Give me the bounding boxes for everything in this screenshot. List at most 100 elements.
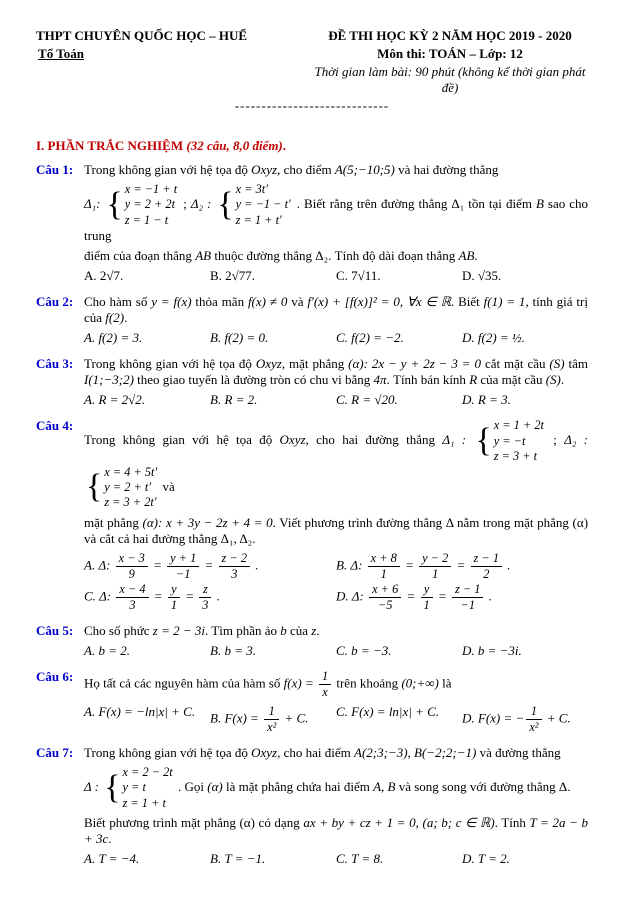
q4-s1a: x = 1 + 2t (494, 418, 544, 433)
q6d-lead: D. F(x) = − (462, 710, 524, 725)
q1-ab2: AB (459, 248, 475, 263)
q3-t1: Trong không gian với hệ tọa độ (84, 356, 256, 371)
q3-opt-d: D. R = 3. (462, 392, 588, 408)
q4B-n1: x + 8 (368, 551, 400, 566)
q4-s1b: y = −t (494, 434, 544, 449)
q3-t3: cắt mặt cầu (481, 356, 549, 371)
q3-s2: (S) (546, 372, 561, 387)
q1-sys2a: x = 3t′ (236, 182, 291, 197)
q4A-eq2: = (205, 557, 217, 572)
q6-intv: (0;+∞) (401, 675, 439, 690)
q3-t8: . (561, 372, 564, 387)
q6d-tail: + C. (544, 710, 571, 725)
q7-t7: Biết phương trình mặt phẳng (α) có dạng (84, 815, 303, 830)
q4A-d3: 3 (219, 566, 250, 582)
q4B-lead: B. Δ: (336, 557, 362, 572)
q1-d2-name: Δ₂ : (191, 196, 212, 211)
q7-t8: . Tính (495, 815, 530, 830)
q2-t2: thỏa mãn (192, 294, 248, 309)
q5-opt-a: A. b = 2. (84, 643, 210, 659)
q7-alpha: (α) (207, 779, 222, 794)
section-title-prefix: I. PHẦN TRẮC NGHIỆM (36, 138, 186, 153)
q4D-lead: D. Δ: (336, 588, 364, 603)
q4-t3: và (162, 479, 174, 494)
q1-b: B (536, 196, 544, 211)
q5-t3: của (287, 623, 312, 638)
q6d-num: 1 (526, 704, 541, 719)
q4C-lead: C. Δ: (84, 588, 111, 603)
dept-wrap: Tổ Toán (36, 46, 312, 62)
q7-s1: x = 2 − 2t (122, 765, 172, 780)
q5-opt-d: D. b = −3i. (462, 643, 588, 659)
page-root: THPT CHUYÊN QUỐC HỌC – HUẾ ĐỀ THI HỌC KỲ… (0, 0, 624, 897)
q4-s1c: z = 3 + t (494, 449, 544, 464)
q4C-n2: y (168, 582, 180, 597)
question-6: Câu 6: Họ tất cả các nguyên hàm của hàm … (36, 669, 588, 735)
header-row-1: THPT CHUYÊN QUỐC HỌC – HUẾ ĐỀ THI HỌC KỲ… (36, 28, 588, 44)
q3-oxyz: Oxyz (256, 356, 282, 371)
q7-opt-c: C. T = 8. (336, 851, 462, 867)
q1-sys1c: z = 1 − t (125, 213, 177, 228)
q3-opt-b: B. R = 2. (210, 392, 336, 408)
q2-f2: f(2) (105, 310, 124, 325)
q5-z: z = 2 − 3i (153, 623, 205, 638)
q1-opt-a: A. 2√7. (84, 268, 210, 284)
q5-label: Câu 5: (36, 623, 84, 659)
q1-sys1a: x = −1 + t (125, 182, 177, 197)
question-7: Câu 7: Trong không gian với hệ tọa độ Ox… (36, 745, 588, 867)
q4-options: A. Δ: x − 39 = y + 1−1 = z − 23 . B. Δ: … (84, 551, 588, 613)
q6-label: Câu 6: (36, 669, 84, 735)
q6-t2: trên khoảng (333, 675, 401, 690)
section-1-title: I. PHẦN TRẮC NGHIỆM (32 câu, 8,0 điểm). (36, 138, 588, 154)
q1-t7: . (474, 248, 477, 263)
q4-opt-a: A. Δ: x − 39 = y + 1−1 = z − 23 . (84, 551, 336, 582)
q6-opt-a: A. F(x) = −ln|x| + C. (84, 704, 210, 735)
q4D-n1: x + 6 (369, 582, 401, 597)
q4C-eq1: = (154, 588, 166, 603)
q7-t6: và song song với đường thẳng Δ. (395, 779, 570, 794)
q4D-d2: 1 (421, 597, 433, 613)
q3-t2: , mặt phẳng (282, 356, 348, 371)
q1-body: Trong không gian với hệ tọa độ Oxyz, cho… (84, 162, 588, 284)
q4B-d1: 1 (368, 566, 400, 582)
q7-opt-a: A. T = −4. (84, 851, 210, 867)
q7-b-pt: B(−2;2;−1) (414, 745, 476, 760)
q5-t4: . (316, 623, 319, 638)
exam-time: Thời gian làm bài: 90 phút (không kể thờ… (312, 64, 588, 96)
q4-s2a: x = 4 + 5t′ (104, 465, 157, 480)
q4-alpha: (α): x + 3y − 2z + 4 = 0 (143, 515, 273, 530)
question-1: Câu 1: Trong không gian với hệ tọa độ Ox… (36, 162, 588, 284)
q4-t4: mặt phẳng (84, 515, 143, 530)
q1-point-a: A(5;−10;5) (335, 162, 395, 177)
q1-semi: ; (183, 196, 191, 211)
q3-t6: . Tính bán kính (387, 372, 470, 387)
q7-oxyz: Oxyz (251, 745, 277, 760)
q2-t6: . (124, 310, 127, 325)
q6d-den: x² (526, 719, 541, 735)
q7-t5: là mặt phẳng chứa hai điểm (223, 779, 373, 794)
q6-opt-c: C. F(x) = ln|x| + C. (336, 704, 462, 735)
q1-ab: AB (195, 248, 211, 263)
q2-options: A. f(2) = 3. B. f(2) = 0. C. f(2) = −2. … (84, 330, 588, 346)
q4A-d2: −1 (167, 566, 199, 582)
school-name: THPT CHUYÊN QUỐC HỌC – HUẾ (36, 28, 312, 44)
q4-oxyz: Oxyz (280, 432, 306, 447)
q7-s2: y = t (122, 780, 172, 795)
q7-t4: . Gọi (178, 779, 207, 794)
q4C-d3: 3 (199, 597, 211, 613)
q1-t5: điểm của đoạn thẳng (84, 248, 195, 263)
q4B-n3: z − 1 (471, 551, 502, 566)
q3-4pi: 4π (373, 372, 386, 387)
q7-dn: Δ : (84, 779, 99, 794)
q6-fx-num: 1 (319, 669, 331, 684)
q4D-dot: . (489, 588, 492, 603)
section-title-paren: (32 câu, 8,0 điểm) (186, 138, 282, 153)
q1-oxyz: Oxyz (251, 162, 277, 177)
q4-sys2: { x = 4 + 5t′ y = 2 + t′ z = 3 + 2t′ (86, 465, 157, 511)
q4B-eq2: = (457, 557, 469, 572)
q2-opt-d: D. f(2) = ½. (462, 330, 588, 346)
header-dash: ----------------------------- (36, 98, 588, 114)
q4D-n2: y (421, 582, 433, 597)
q1-t2: và hai đường thẳng (395, 162, 498, 177)
q4B-d2: 1 (419, 566, 451, 582)
